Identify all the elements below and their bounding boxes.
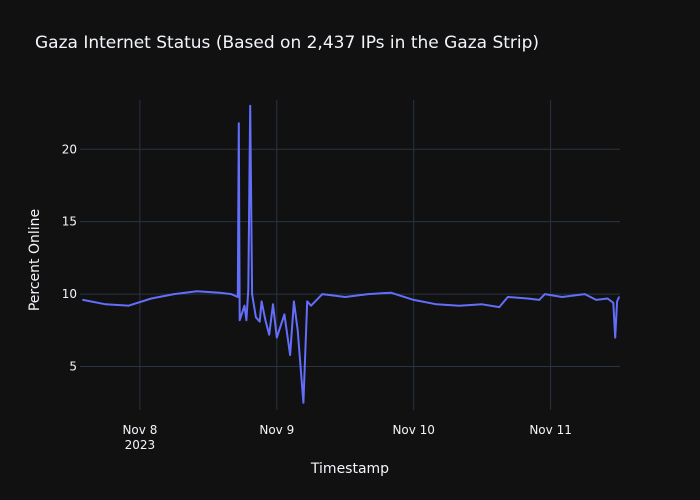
data-point	[293, 300, 295, 303]
data-point	[618, 296, 620, 298]
data-point	[275, 336, 278, 339]
data-point	[614, 336, 617, 339]
data-point	[507, 296, 509, 298]
y-tick-label: 10	[62, 287, 77, 301]
y-tick-label: 15	[62, 215, 77, 229]
x-tick-label: Nov 10	[392, 423, 435, 437]
data-point	[272, 303, 274, 306]
x-axis-label: Timestamp	[310, 461, 390, 477]
data-point	[150, 297, 153, 300]
chart-title: Gaza Internet Status (Based on 2,437 IPs…	[35, 33, 540, 53]
data-point	[249, 104, 251, 107]
y-tick-label: 20	[62, 142, 77, 156]
data-point	[544, 293, 546, 295]
data-point	[584, 293, 586, 295]
x-tick-label: Nov 8	[122, 423, 157, 437]
x-tick-sublabel: 2023	[125, 438, 156, 452]
data-point	[104, 303, 107, 306]
data-point	[498, 306, 501, 308]
data-point	[595, 299, 598, 301]
y-axis-label: Percent Online	[27, 208, 43, 312]
data-point	[412, 299, 415, 301]
data-point	[561, 296, 563, 298]
data-point	[526, 297, 529, 300]
data-point	[289, 354, 291, 356]
data-point	[283, 313, 286, 316]
data-point	[390, 291, 392, 294]
data-point	[82, 299, 84, 301]
data-point	[296, 329, 299, 332]
data-point	[258, 320, 261, 323]
data-point	[367, 293, 369, 295]
data-point	[196, 290, 198, 293]
data-point	[218, 291, 221, 294]
data-point	[264, 319, 267, 321]
data-point	[260, 300, 263, 303]
data-point	[302, 401, 305, 404]
data-point	[238, 319, 241, 321]
data-point	[458, 304, 461, 307]
data-point	[243, 304, 246, 307]
data-point	[127, 304, 130, 307]
data-point	[251, 293, 253, 295]
data-point	[230, 293, 232, 295]
data-point	[310, 304, 312, 307]
data-point	[237, 122, 240, 124]
grid	[80, 100, 620, 410]
data-point	[321, 293, 324, 295]
data-point	[612, 302, 615, 304]
y-tick-label: 5	[69, 360, 77, 374]
data-point	[268, 333, 270, 336]
series-layer	[82, 104, 620, 404]
x-tick-label: Nov 11	[529, 423, 572, 437]
data-point	[344, 296, 347, 298]
data-point	[173, 293, 175, 295]
data-point	[255, 316, 257, 319]
x-tick-label: Nov 9	[259, 423, 294, 437]
data-point	[237, 296, 239, 298]
data-point	[435, 303, 438, 306]
data-point	[538, 299, 540, 301]
data-point	[247, 288, 250, 291]
data-point	[481, 303, 483, 306]
data-point	[306, 300, 309, 303]
y-axis-ticks: 5 10 15 20	[62, 142, 77, 373]
data-point	[606, 297, 609, 300]
series-line	[82, 104, 620, 404]
data-point	[616, 300, 618, 303]
data-point	[245, 319, 248, 321]
